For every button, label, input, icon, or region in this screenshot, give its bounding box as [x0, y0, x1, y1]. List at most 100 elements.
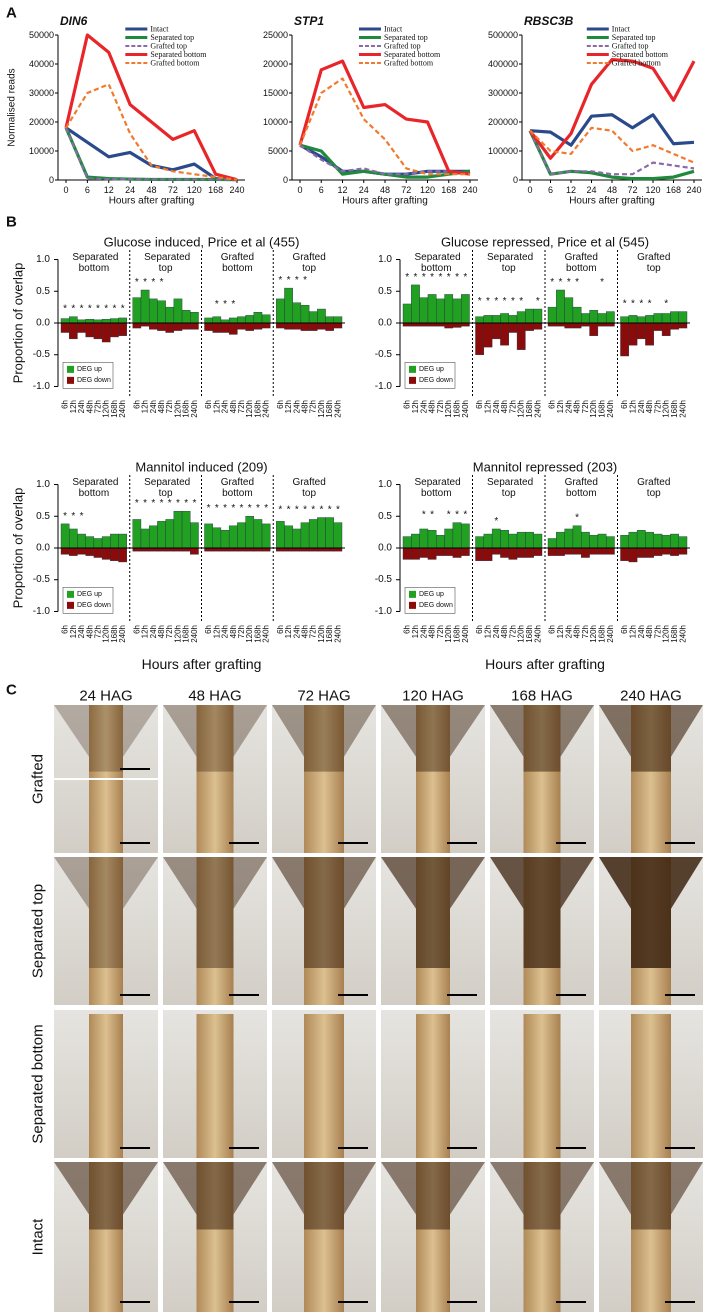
bar	[61, 323, 69, 333]
x-tick-label: 240h	[190, 625, 199, 643]
bar	[525, 532, 533, 548]
y-tick-label: 500000	[488, 30, 518, 40]
x-tick-label: 48	[146, 185, 156, 195]
significance-marker: *	[414, 272, 418, 283]
line-series	[530, 115, 694, 145]
bar	[509, 315, 517, 323]
bar	[254, 519, 262, 548]
x-tick-label: 240h	[262, 625, 271, 643]
bar	[69, 323, 77, 339]
significance-marker: *	[80, 511, 84, 522]
bar	[182, 323, 190, 329]
significance-marker: *	[287, 275, 291, 286]
legend-label: DEG down	[77, 602, 111, 609]
bar	[436, 535, 444, 548]
y-tick-label: 200000	[488, 117, 518, 127]
chart-title: Mannitol repressed (203)	[473, 460, 618, 475]
significance-marker: *	[160, 277, 164, 288]
bar	[262, 323, 270, 328]
bar	[453, 548, 461, 558]
bar	[420, 548, 428, 558]
bar	[309, 323, 317, 331]
bar	[500, 530, 508, 548]
bar	[484, 315, 492, 323]
significance-marker: *	[71, 304, 75, 315]
bar	[500, 548, 508, 558]
micrograph	[163, 1010, 267, 1158]
micrograph	[272, 857, 376, 1005]
legend-label: DEG down	[77, 377, 111, 384]
stem	[631, 1014, 671, 1158]
bar	[461, 548, 469, 556]
bar	[428, 530, 436, 548]
bar	[662, 535, 670, 548]
bar	[284, 323, 292, 329]
bar	[119, 318, 127, 323]
y-tick-label: 0	[283, 175, 288, 185]
legend-label: Grafted bottom	[384, 59, 434, 68]
significance-marker: *	[664, 298, 668, 309]
group-label-box: Separated top	[130, 477, 202, 503]
significance-marker: *	[168, 498, 172, 509]
bar	[645, 315, 653, 323]
bar	[534, 548, 542, 556]
group-label-box: Grafted bottom	[545, 252, 618, 278]
bar	[284, 526, 292, 548]
x-axis-label: Hours after grafting	[485, 656, 605, 672]
significance-marker: *	[623, 298, 627, 309]
significance-marker: *	[135, 277, 139, 288]
bar	[190, 323, 198, 329]
chart-title: Mannitol induced (209)	[135, 460, 267, 475]
panel-label: A	[6, 5, 17, 22]
y-tick-label: 1.0	[36, 479, 50, 490]
x-tick-label: 240h	[606, 400, 615, 418]
bar	[133, 519, 141, 548]
significance-marker: *	[278, 504, 282, 515]
significance-marker: *	[231, 503, 235, 514]
x-tick-label: 6	[85, 185, 90, 195]
x-tick-label: 48	[607, 185, 617, 195]
significance-marker: *	[559, 277, 563, 288]
micrograph	[381, 1010, 485, 1158]
y-tick-label: 0	[513, 175, 518, 185]
bar	[157, 323, 165, 331]
bar	[411, 534, 419, 548]
micrograph	[381, 705, 485, 853]
y-tick-label: 20000	[29, 117, 54, 127]
bar	[565, 548, 573, 554]
bar	[590, 323, 598, 336]
x-tick-label: 240h	[461, 625, 470, 643]
bar	[213, 317, 221, 323]
bar	[548, 548, 556, 556]
bar	[276, 521, 284, 548]
micrograph	[272, 1010, 376, 1158]
significance-marker: *	[463, 509, 467, 520]
significance-marker: *	[256, 503, 260, 514]
legend-label: DEG up	[419, 591, 444, 598]
bar	[309, 519, 317, 548]
bar	[461, 524, 469, 548]
bar	[629, 532, 637, 548]
significance-marker: *	[231, 299, 235, 310]
bar	[662, 313, 670, 323]
micrograph	[381, 857, 485, 1005]
x-tick-label: 72	[168, 185, 178, 195]
bar	[149, 299, 157, 323]
bar	[565, 298, 573, 323]
bar	[500, 323, 508, 345]
bar	[556, 548, 564, 556]
bar	[590, 535, 598, 548]
bar	[182, 511, 190, 548]
significance-marker: *	[311, 504, 315, 515]
bar	[606, 537, 614, 548]
bar	[309, 312, 317, 323]
bar	[573, 323, 581, 328]
bar	[284, 288, 292, 323]
y-tick-label: -0.5	[375, 349, 393, 360]
bar	[174, 323, 182, 331]
significance-marker: *	[600, 277, 604, 288]
x-tick-label: 24	[125, 185, 135, 195]
bar	[590, 548, 598, 554]
bar	[61, 548, 69, 554]
bar	[436, 548, 444, 556]
